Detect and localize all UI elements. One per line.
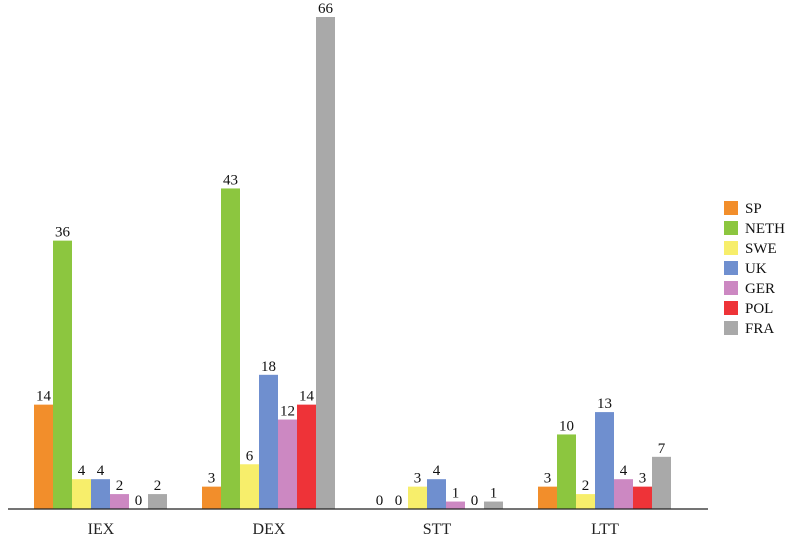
value-label-dex-pol: 14 bbox=[299, 389, 315, 405]
bar-iex-neth bbox=[53, 240, 72, 510]
value-label-ltt-pol: 3 bbox=[639, 471, 647, 487]
bar-dex-neth bbox=[221, 188, 240, 510]
value-label-iex-swe: 4 bbox=[78, 463, 86, 479]
value-label-stt-swe: 3 bbox=[414, 471, 422, 487]
value-label-dex-fra: 66 bbox=[318, 1, 334, 17]
bar-dex-ger bbox=[278, 419, 297, 509]
category-label-dex: DEX bbox=[253, 521, 286, 538]
bar-dex-pol bbox=[297, 404, 316, 509]
value-label-stt-ger: 1 bbox=[452, 486, 460, 502]
legend-label-fra: FRA bbox=[745, 321, 774, 337]
bar-dex-sp bbox=[202, 486, 221, 509]
bar-iex-uk bbox=[91, 479, 110, 509]
value-label-iex-fra: 2 bbox=[154, 478, 162, 494]
legend-swatch-pol bbox=[724, 301, 738, 315]
bar-stt-fra bbox=[484, 501, 503, 509]
legend: SP NETH SWE UK GER POL FRA bbox=[724, 201, 785, 337]
legend-swatch-ger bbox=[724, 281, 738, 295]
category-label-ltt: LTT bbox=[591, 521, 619, 538]
value-label-dex-uk: 18 bbox=[261, 359, 276, 375]
legend-label-swe: SWE bbox=[745, 241, 777, 257]
legend-label-sp: SP bbox=[745, 201, 762, 217]
bar-iex-fra bbox=[148, 494, 167, 509]
value-label-ltt-uk: 13 bbox=[597, 396, 612, 412]
value-label-iex-sp: 14 bbox=[36, 389, 52, 405]
bar-dex-fra bbox=[316, 17, 335, 509]
value-label-ltt-fra: 7 bbox=[658, 441, 666, 457]
bar-iex-swe bbox=[72, 479, 91, 509]
legend-label-uk: UK bbox=[745, 261, 767, 277]
value-label-iex-ger: 2 bbox=[116, 478, 124, 494]
category-label-iex: IEX bbox=[88, 521, 115, 538]
value-label-ltt-sp: 3 bbox=[544, 471, 552, 487]
bar-ltt-swe bbox=[576, 494, 595, 509]
bar-ltt-sp bbox=[538, 486, 557, 509]
value-label-iex-pol: 0 bbox=[135, 493, 143, 509]
value-label-dex-sp: 3 bbox=[208, 471, 216, 487]
legend-swatch-fra bbox=[724, 321, 738, 335]
bar-stt-uk bbox=[427, 479, 446, 509]
legend-swatch-sp bbox=[724, 201, 738, 215]
value-label-stt-pol: 0 bbox=[471, 493, 479, 509]
bar-stt-ger bbox=[446, 501, 465, 509]
value-label-dex-neth: 43 bbox=[223, 172, 238, 188]
category-label-stt: STT bbox=[423, 521, 452, 538]
legend-swatch-uk bbox=[724, 261, 738, 275]
bar-dex-swe bbox=[240, 464, 259, 509]
bar-ltt-neth bbox=[557, 434, 576, 509]
legend-swatch-neth bbox=[724, 221, 738, 235]
category-labels: IEX DEX STT LTT bbox=[88, 521, 619, 538]
bar-ltt-pol bbox=[633, 486, 652, 509]
value-label-stt-sp: 0 bbox=[376, 493, 384, 509]
bar-ltt-ger bbox=[614, 479, 633, 509]
bar-dex-uk bbox=[259, 374, 278, 509]
value-label-dex-ger: 12 bbox=[280, 404, 295, 420]
legend-label-neth: NETH bbox=[745, 221, 785, 237]
value-label-stt-fra: 1 bbox=[490, 486, 498, 502]
legend-label-ger: GER bbox=[745, 281, 775, 297]
value-label-ltt-swe: 2 bbox=[582, 478, 590, 494]
value-label-iex-uk: 4 bbox=[97, 463, 105, 479]
value-label-ltt-ger: 4 bbox=[620, 463, 628, 479]
legend-swatch-swe bbox=[724, 241, 738, 255]
value-label-ltt-neth: 10 bbox=[559, 418, 574, 434]
bar-iex-sp bbox=[34, 404, 53, 509]
bar-iex-ger bbox=[110, 494, 129, 509]
value-label-stt-neth: 0 bbox=[395, 493, 403, 509]
bar-stt-swe bbox=[408, 486, 427, 509]
value-label-dex-swe: 6 bbox=[246, 448, 254, 464]
bar-ltt-uk bbox=[595, 412, 614, 509]
legend-label-pol: POL bbox=[745, 301, 773, 317]
value-label-iex-neth: 36 bbox=[55, 225, 71, 241]
bar-ltt-fra bbox=[652, 456, 671, 509]
value-label-stt-uk: 4 bbox=[433, 463, 441, 479]
